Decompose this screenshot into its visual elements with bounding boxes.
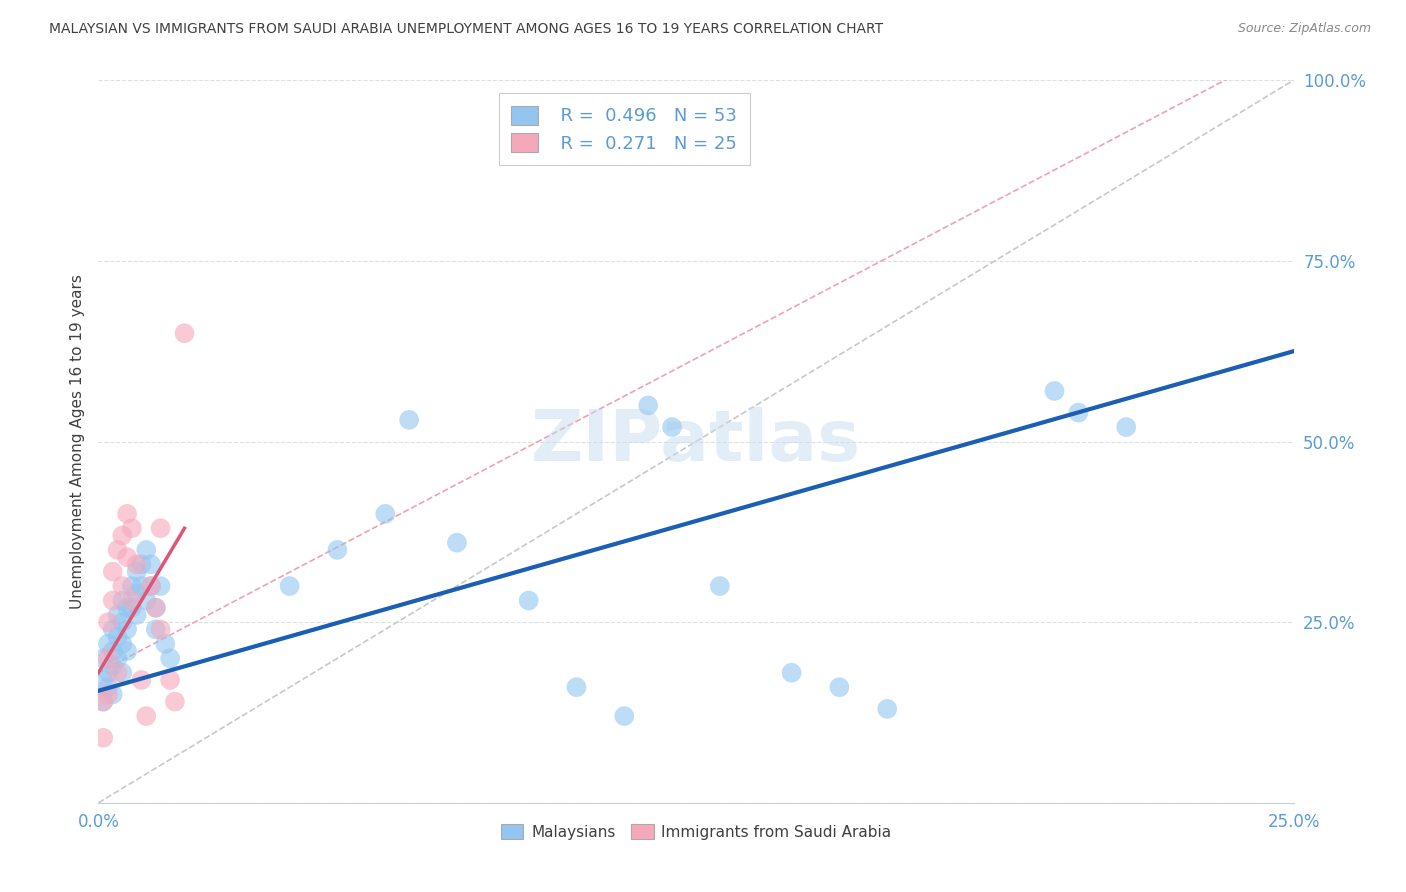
- Point: [139, 579, 162, 593]
- Point: [97, 637, 120, 651]
- Point: [121, 593, 143, 607]
- Point: [709, 579, 731, 593]
- Point: [173, 326, 195, 340]
- Point: [159, 651, 181, 665]
- Point: [97, 651, 120, 665]
- Point: [125, 558, 148, 572]
- Point: [326, 542, 349, 557]
- Point: [101, 687, 124, 701]
- Point: [149, 521, 172, 535]
- Point: [139, 579, 162, 593]
- Point: [97, 615, 120, 630]
- Point: [115, 600, 138, 615]
- Point: [115, 550, 138, 565]
- Legend: Malaysians, Immigrants from Saudi Arabia: Malaysians, Immigrants from Saudi Arabia: [495, 818, 897, 846]
- Point: [125, 607, 148, 622]
- Point: [107, 542, 129, 557]
- Point: [125, 586, 148, 600]
- Point: [278, 579, 301, 593]
- Point: [613, 709, 636, 723]
- Point: [111, 579, 134, 593]
- Point: [115, 644, 138, 658]
- Point: [101, 623, 124, 637]
- Point: [107, 607, 129, 622]
- Point: [91, 695, 114, 709]
- Point: [111, 615, 134, 630]
- Point: [97, 687, 120, 701]
- Point: [91, 695, 114, 709]
- Point: [145, 600, 167, 615]
- Point: [121, 579, 143, 593]
- Point: [828, 680, 851, 694]
- Point: [131, 673, 153, 687]
- Point: [115, 623, 138, 637]
- Point: [91, 651, 114, 665]
- Y-axis label: Unemployment Among Ages 16 to 19 years: Unemployment Among Ages 16 to 19 years: [69, 274, 84, 609]
- Point: [159, 673, 181, 687]
- Point: [111, 593, 134, 607]
- Point: [661, 420, 683, 434]
- Point: [107, 630, 129, 644]
- Point: [1067, 406, 1090, 420]
- Point: [780, 665, 803, 680]
- Point: [1043, 384, 1066, 398]
- Point: [101, 644, 124, 658]
- Point: [637, 398, 659, 412]
- Point: [131, 579, 153, 593]
- Point: [111, 665, 134, 680]
- Point: [107, 651, 129, 665]
- Point: [145, 623, 167, 637]
- Point: [101, 658, 124, 673]
- Point: [149, 623, 172, 637]
- Point: [135, 542, 157, 557]
- Point: [565, 680, 588, 694]
- Point: [374, 507, 396, 521]
- Point: [111, 637, 134, 651]
- Point: [517, 593, 540, 607]
- Point: [446, 535, 468, 549]
- Point: [97, 680, 120, 694]
- Point: [131, 558, 153, 572]
- Point: [149, 579, 172, 593]
- Point: [876, 702, 898, 716]
- Text: MALAYSIAN VS IMMIGRANTS FROM SAUDI ARABIA UNEMPLOYMENT AMONG AGES 16 TO 19 YEARS: MALAYSIAN VS IMMIGRANTS FROM SAUDI ARABI…: [49, 22, 883, 37]
- Text: ZIPatlas: ZIPatlas: [531, 407, 860, 476]
- Point: [145, 600, 167, 615]
- Point: [111, 528, 134, 542]
- Point: [135, 709, 157, 723]
- Point: [101, 593, 124, 607]
- Point: [121, 521, 143, 535]
- Point: [155, 637, 177, 651]
- Point: [121, 600, 143, 615]
- Point: [107, 665, 129, 680]
- Point: [101, 565, 124, 579]
- Point: [91, 673, 114, 687]
- Point: [398, 413, 420, 427]
- Point: [163, 695, 186, 709]
- Point: [1115, 420, 1137, 434]
- Point: [115, 507, 138, 521]
- Point: [139, 558, 162, 572]
- Point: [135, 593, 157, 607]
- Point: [125, 565, 148, 579]
- Point: [91, 731, 114, 745]
- Point: [97, 665, 120, 680]
- Text: Source: ZipAtlas.com: Source: ZipAtlas.com: [1237, 22, 1371, 36]
